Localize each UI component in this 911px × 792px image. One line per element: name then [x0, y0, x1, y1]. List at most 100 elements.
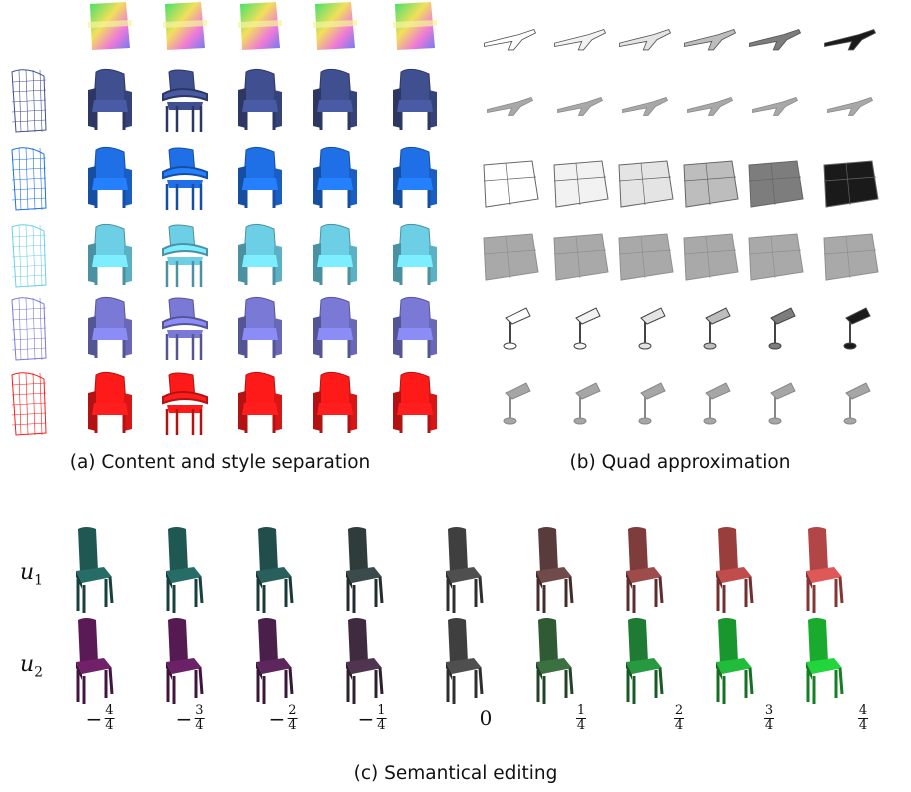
shaded-sofa — [823, 233, 879, 281]
wire-plane — [619, 28, 672, 51]
u1-chair — [346, 527, 384, 613]
rainbow-chair — [163, 2, 207, 50]
u1-chair — [166, 527, 204, 613]
shaded-plane — [487, 97, 534, 116]
wireframe-chair — [11, 372, 47, 436]
u2-chair — [166, 618, 204, 704]
shaded-lamp — [843, 382, 871, 425]
chair-0-5 — [393, 68, 437, 130]
shaded-sofa — [553, 233, 609, 281]
chair-4-4 — [313, 371, 357, 433]
wire-sofa — [553, 160, 609, 208]
chair-2-1 — [88, 223, 132, 285]
shaded-lamp — [503, 382, 531, 425]
chair-4-3 — [238, 371, 282, 433]
wire-lamp — [503, 307, 531, 350]
chair-3-1 — [88, 296, 132, 358]
scale-fraction: −3 4 — [175, 703, 205, 733]
u2-chair — [256, 618, 294, 704]
u1-chair — [806, 527, 844, 613]
u1-chair — [716, 527, 754, 613]
scale-fraction: −1 4 — [357, 703, 387, 733]
chair-2-5 — [393, 223, 437, 285]
shaded-sofa — [618, 233, 674, 281]
wire-sofa — [618, 160, 674, 208]
shaded-plane — [557, 97, 604, 116]
chair-3-2 — [162, 297, 208, 360]
chair-0-2 — [162, 69, 208, 132]
wire-plane — [554, 28, 607, 51]
shaded-plane — [622, 97, 669, 116]
chair-1-4 — [313, 146, 357, 208]
shaded-sofa — [748, 233, 804, 281]
chair-1-1 — [88, 146, 132, 208]
caption-a: (a) Content and style separation — [69, 452, 371, 473]
chair-1-2 — [162, 147, 208, 210]
u2-chair — [716, 618, 754, 704]
chair-3-4 — [313, 296, 357, 358]
shaded-lamp — [573, 382, 601, 425]
chair-0-4 — [313, 68, 357, 130]
wireframe-chair — [11, 147, 47, 211]
caption-c: (c) Semantical editing — [353, 763, 558, 784]
wireframe-chair — [11, 69, 47, 133]
wire-lamp — [703, 307, 731, 350]
shaded-plane — [827, 97, 874, 116]
wire-plane — [484, 28, 537, 51]
rainbow-chair — [238, 2, 282, 50]
shaded-lamp — [768, 382, 796, 425]
chair-0-1 — [88, 68, 132, 130]
u2-chair — [346, 618, 384, 704]
u1-chair — [536, 527, 574, 613]
u2-chair — [806, 618, 844, 704]
scale-zero: 0 — [479, 706, 493, 730]
chair-rows — [11, 68, 437, 436]
chair-3-3 — [238, 296, 282, 358]
wire-plane — [824, 28, 877, 51]
u1-chair — [76, 527, 114, 613]
wire-sofa — [683, 160, 739, 208]
wire-lamp — [573, 307, 601, 350]
shaded-lamp — [638, 382, 666, 425]
rainbow-style-row — [88, 2, 437, 50]
chair-4-5 — [393, 371, 437, 433]
wire-lamp — [638, 307, 666, 350]
caption-b: (b) Quad approximation — [569, 452, 791, 473]
wire-sofa — [483, 160, 539, 208]
wireframe-chair — [11, 297, 47, 361]
wire-lamp — [843, 307, 871, 350]
chair-0-3 — [238, 68, 282, 130]
row-label-u1: u1 — [20, 560, 44, 589]
scale-fraction: −4 4 — [85, 703, 115, 733]
shaded-lamp — [703, 382, 731, 425]
rainbow-chair — [393, 2, 437, 50]
chair-2-2 — [162, 224, 208, 287]
content-style-grid — [11, 2, 437, 436]
u2-chair — [446, 618, 484, 704]
u2-chair — [626, 618, 664, 704]
rainbow-chair — [88, 2, 132, 50]
shaded-sofa — [483, 233, 539, 281]
chair-1-3 — [238, 146, 282, 208]
chair-4-2 — [162, 372, 208, 435]
u1-chair — [626, 527, 664, 613]
chair-2-4 — [313, 223, 357, 285]
u1-chair — [256, 527, 294, 613]
wire-plane — [684, 28, 737, 51]
chair-1-5 — [393, 146, 437, 208]
scale-fraction: −2 4 — [268, 703, 298, 733]
u2-chair — [536, 618, 574, 704]
wire-sofa — [823, 160, 879, 208]
shaded-plane — [752, 97, 799, 116]
shaded-plane — [687, 97, 734, 116]
chair-4-1 — [88, 371, 132, 433]
wire-sofa — [748, 160, 804, 208]
rainbow-chair — [313, 2, 357, 50]
u1-chair — [446, 527, 484, 613]
semantic-editing-grid — [76, 527, 844, 704]
shaded-sofa — [683, 233, 739, 281]
